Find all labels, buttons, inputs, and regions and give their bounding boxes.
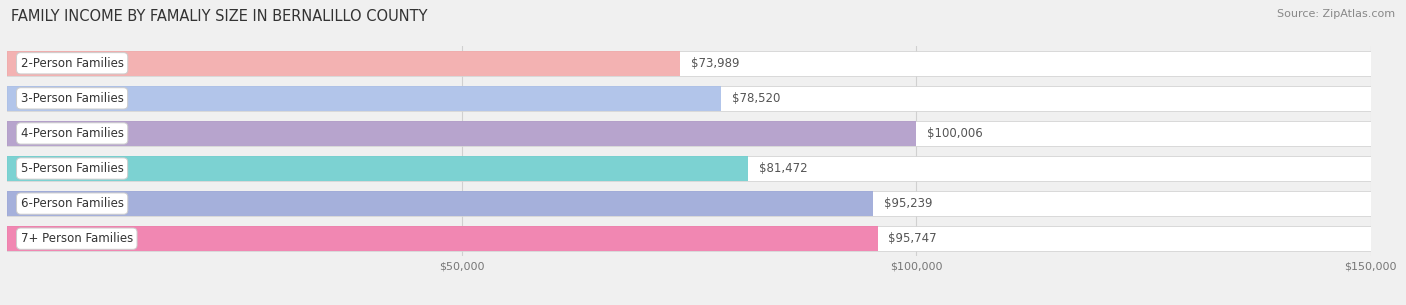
Text: 6-Person Families: 6-Person Families [21, 197, 124, 210]
Text: Source: ZipAtlas.com: Source: ZipAtlas.com [1277, 9, 1395, 19]
Bar [7, 51, 679, 76]
Bar [7, 191, 1371, 216]
Text: $100,006: $100,006 [927, 127, 983, 140]
Text: 5-Person Families: 5-Person Families [21, 162, 124, 175]
Bar [7, 51, 1371, 76]
Text: 4-Person Families: 4-Person Families [21, 127, 124, 140]
Bar [7, 191, 873, 216]
Bar [7, 226, 877, 251]
Text: 3-Person Families: 3-Person Families [21, 92, 124, 105]
Bar [7, 226, 1371, 251]
Bar [7, 156, 1371, 181]
Bar [7, 156, 748, 181]
Text: $95,747: $95,747 [889, 232, 938, 245]
Bar [7, 86, 721, 111]
Bar [7, 86, 1371, 111]
Text: $95,239: $95,239 [884, 197, 932, 210]
Bar [7, 121, 917, 146]
Text: 2-Person Families: 2-Person Families [21, 57, 124, 70]
Text: 7+ Person Families: 7+ Person Families [21, 232, 134, 245]
Bar [7, 121, 1371, 146]
Text: $78,520: $78,520 [733, 92, 780, 105]
Text: $81,472: $81,472 [759, 162, 807, 175]
Text: $73,989: $73,989 [690, 57, 740, 70]
Text: FAMILY INCOME BY FAMALIY SIZE IN BERNALILLO COUNTY: FAMILY INCOME BY FAMALIY SIZE IN BERNALI… [11, 9, 427, 24]
